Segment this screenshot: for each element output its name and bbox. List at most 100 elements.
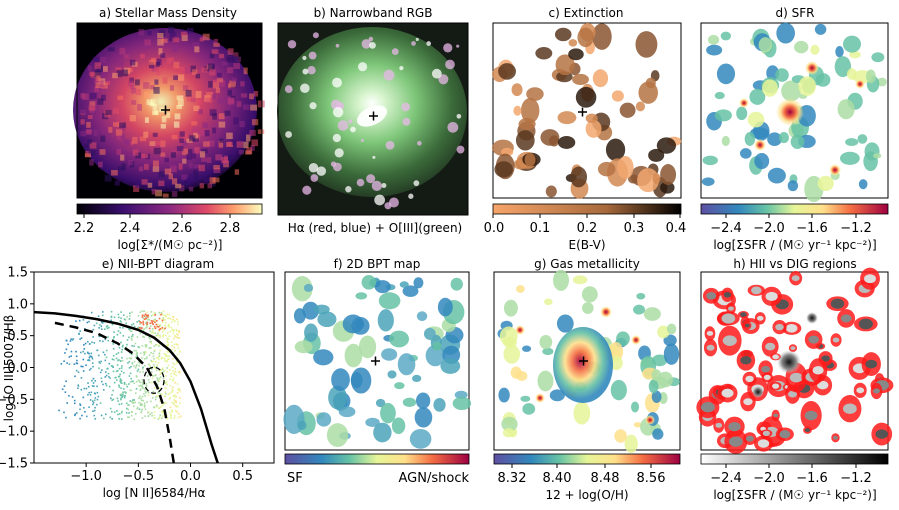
hii-knot — [348, 119, 353, 124]
bpt-point — [106, 368, 108, 370]
bpt-point — [146, 321, 149, 324]
bpt-point — [131, 311, 133, 314]
hii-region — [808, 335, 819, 344]
mass-pixel — [138, 29, 145, 36]
mass-pixel — [186, 95, 194, 102]
map-blob — [597, 161, 616, 177]
bpt-point — [96, 349, 98, 352]
bpt-point — [116, 364, 119, 366]
bpt-point — [174, 415, 176, 417]
hii-knot — [368, 36, 374, 42]
mass-pixel — [185, 177, 190, 185]
mass-pixel — [148, 62, 155, 69]
mass-pixel — [219, 138, 224, 143]
mass-pixel — [143, 131, 149, 138]
bpt-point — [154, 327, 157, 330]
bpt-point — [155, 334, 157, 337]
bpt-point — [144, 313, 147, 316]
bpt-point — [130, 330, 133, 333]
bpt-point — [115, 379, 118, 381]
hii-knot — [330, 161, 337, 167]
bpt-point — [154, 344, 157, 346]
bpt-point — [118, 403, 121, 406]
map-blob — [814, 23, 827, 35]
bpt-point — [167, 343, 170, 346]
mass-pixel — [80, 114, 86, 120]
mass-pixel — [94, 86, 99, 93]
map-blob — [624, 434, 638, 454]
mass-pixel — [154, 79, 159, 85]
bpt-point — [171, 411, 173, 413]
bpt-point — [110, 316, 113, 319]
mass-pixel — [140, 53, 145, 59]
hii-knot — [309, 102, 317, 110]
bpt-point — [171, 409, 173, 412]
bpt-point — [91, 356, 93, 358]
mass-pixel — [152, 166, 160, 172]
bpt-point — [143, 353, 146, 356]
bpt-point — [158, 311, 160, 314]
map-blob — [652, 173, 661, 184]
mass-pixel — [218, 80, 225, 87]
bpt-point — [144, 408, 147, 411]
bpt-y-tick-label: 0.0 — [7, 361, 28, 376]
panel-a-tick: 2.6 — [172, 221, 193, 236]
mass-pixel — [80, 93, 86, 99]
bpt-point — [99, 402, 102, 404]
bpt-point — [116, 369, 119, 372]
bpt-point — [133, 382, 136, 385]
bpt-point — [108, 362, 111, 365]
bpt-point — [154, 321, 156, 324]
map-blob — [293, 308, 306, 324]
map-blob — [568, 48, 584, 61]
bpt-point — [117, 400, 119, 402]
map-blob — [572, 73, 589, 86]
bpt-point — [121, 359, 124, 362]
bpt-point — [135, 375, 138, 377]
mass-pixel — [166, 57, 172, 64]
hii-knot — [415, 37, 419, 42]
map-blob — [524, 152, 536, 167]
mass-pixel — [173, 121, 180, 128]
map-blob — [387, 370, 397, 379]
bpt-point — [172, 403, 175, 406]
mass-pixel — [227, 89, 232, 96]
bpt-point — [80, 337, 83, 339]
bpt-point — [140, 402, 142, 405]
bpt-point — [160, 371, 162, 374]
bpt-point — [70, 350, 73, 353]
mass-pixel — [211, 94, 216, 99]
panel-h-map — [696, 267, 894, 454]
bpt-point — [113, 411, 116, 413]
map-blob — [617, 156, 634, 179]
bpt-point — [73, 363, 76, 366]
bpt-point — [101, 314, 104, 317]
mass-pixel — [152, 132, 158, 137]
mass-pixel — [149, 141, 156, 147]
hii-region — [832, 435, 838, 440]
mass-pixel — [80, 118, 85, 125]
mass-pixel — [239, 121, 245, 128]
bpt-point — [157, 418, 160, 420]
mass-pixel — [156, 58, 162, 66]
bpt-point — [177, 344, 179, 346]
bpt-point — [112, 370, 115, 373]
map-blob — [415, 392, 431, 409]
bpt-point — [130, 365, 132, 368]
bpt-point — [135, 412, 137, 415]
bpt-point — [158, 355, 161, 358]
bpt-point — [96, 385, 98, 388]
bpt-point — [141, 379, 144, 381]
bpt-point — [110, 365, 113, 367]
bpt-point — [112, 348, 115, 350]
bpt-point — [161, 404, 164, 407]
bpt-point — [156, 323, 159, 326]
bpt-point — [143, 328, 146, 330]
bpt-point — [80, 377, 83, 379]
hii-region — [791, 275, 800, 282]
hii-region — [788, 390, 798, 398]
bpt-point — [141, 417, 144, 419]
mass-pixel — [179, 131, 185, 137]
bpt-point — [177, 388, 180, 390]
mass-pixel — [155, 141, 161, 146]
